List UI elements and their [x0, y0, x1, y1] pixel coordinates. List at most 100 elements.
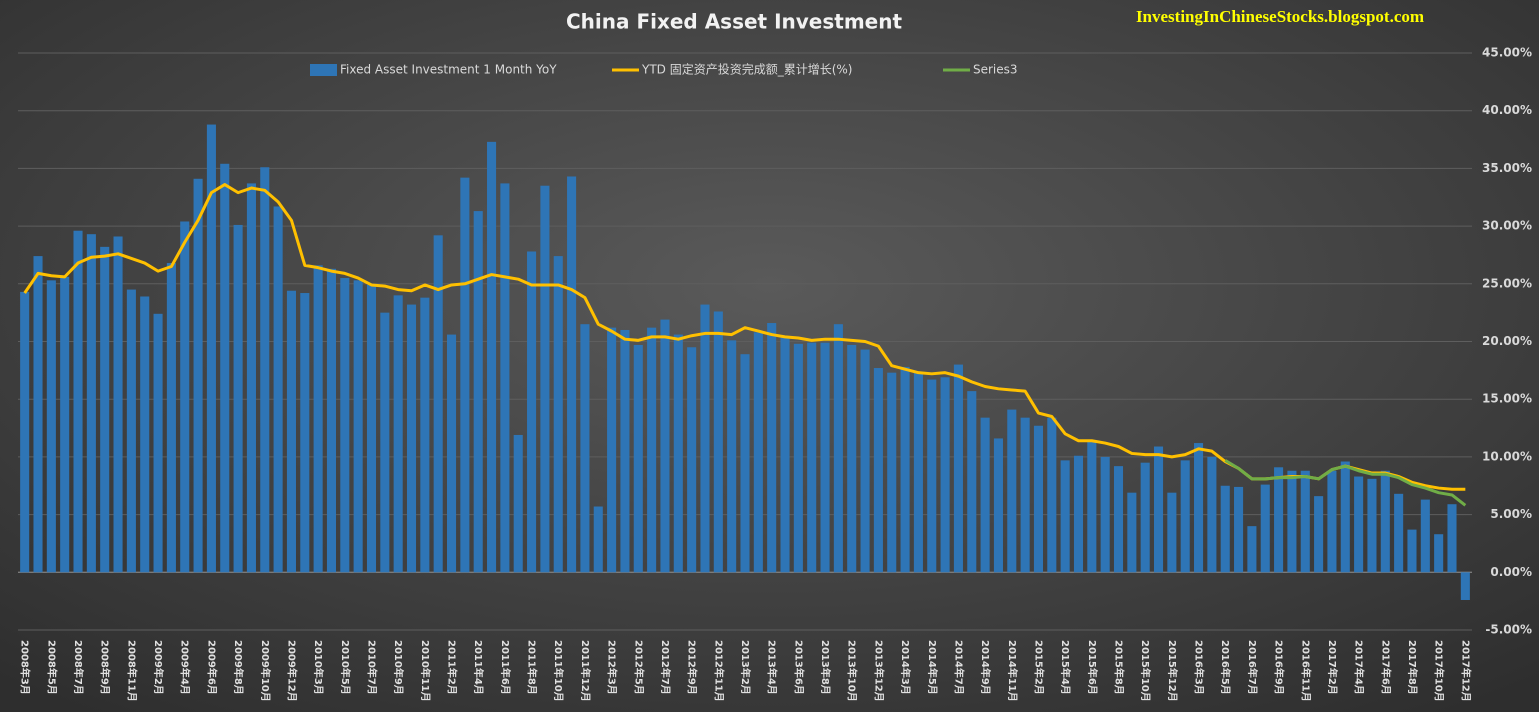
x-tick-label: 2012年11月 [712, 640, 725, 702]
bar [567, 176, 577, 573]
bar [993, 438, 1003, 573]
bar [1194, 443, 1204, 573]
y-tick-label: 20.00% [1482, 334, 1532, 348]
bar [1447, 504, 1457, 573]
bar [1300, 470, 1310, 573]
bar [500, 183, 510, 573]
bar [1087, 441, 1097, 573]
bar [1327, 470, 1337, 573]
x-tick-label: 2016年11月 [1299, 640, 1312, 702]
bar [527, 251, 537, 573]
bar [1167, 492, 1177, 573]
bar [1260, 484, 1270, 573]
x-tick-label: 2010年5月 [339, 640, 352, 695]
bar [807, 342, 817, 573]
bar [647, 327, 657, 573]
bar [100, 246, 110, 573]
bar [873, 368, 883, 573]
bar [73, 230, 83, 573]
bar [620, 329, 630, 573]
bar [913, 372, 923, 573]
bar [740, 354, 750, 573]
x-tick-label: 2009年8月 [232, 640, 245, 695]
x-tick-label: 2011年8月 [526, 640, 539, 695]
bar [420, 297, 430, 573]
bar [433, 235, 443, 573]
bar [687, 347, 697, 573]
bar [607, 327, 617, 573]
bar [446, 334, 457, 573]
bar [1060, 460, 1070, 573]
bar [153, 313, 163, 573]
x-tick-label: 2017年8月 [1406, 640, 1419, 695]
bar [353, 280, 363, 573]
x-tick-label: 2014年5月 [926, 640, 939, 695]
x-tick-label: 2017年6月 [1379, 640, 1392, 695]
x-tick-label: 2017年4月 [1353, 640, 1366, 695]
x-tick-label: 2017年2月 [1326, 640, 1339, 695]
bar [1140, 462, 1150, 573]
bar [1420, 499, 1430, 573]
bar [673, 334, 683, 573]
x-tick-label: 2010年11月 [419, 640, 432, 702]
bar [1367, 478, 1377, 573]
x-tick-label: 2017年10月 [1433, 640, 1446, 702]
line [1224, 459, 1467, 507]
bar [1274, 467, 1284, 573]
bar [1460, 572, 1470, 600]
bar [380, 312, 390, 573]
bar [953, 364, 963, 573]
y-tick-label: 25.00% [1482, 276, 1532, 290]
bar [1127, 492, 1137, 573]
bar [753, 332, 763, 573]
bar [580, 324, 590, 573]
bar [1100, 456, 1110, 573]
bar [767, 323, 777, 573]
x-tick-label: 2008年5月 [45, 640, 58, 695]
legend-label: YTD 固定资产投资完成额_累计增长(%) [641, 62, 852, 77]
bar [820, 342, 830, 573]
bar [1007, 409, 1017, 573]
x-tick-label: 2010年3月 [312, 640, 325, 695]
x-tick-label: 2014年7月 [952, 640, 965, 695]
y-tick-label: 40.00% [1482, 103, 1532, 117]
bar [1314, 496, 1324, 573]
bar [513, 434, 523, 573]
bar [1340, 461, 1350, 573]
x-tick-label: 2009年2月 [152, 640, 165, 695]
bar [1033, 425, 1044, 573]
x-tick-label: 2013年8月 [819, 640, 832, 695]
x-tick-label: 2012年9月 [686, 640, 699, 695]
x-tick-label: 2013年6月 [792, 640, 805, 695]
x-tick-label: 2011年6月 [499, 640, 512, 695]
x-tick-label: 2009年10月 [259, 640, 272, 702]
bar [1287, 470, 1297, 573]
legend-swatch [310, 64, 337, 76]
y-tick-label: 30.00% [1482, 219, 1532, 233]
bar [713, 311, 723, 573]
bar [940, 377, 950, 573]
x-tick-label: 2014年9月 [979, 640, 992, 695]
bar [113, 236, 123, 573]
bar [633, 344, 643, 573]
bar [220, 163, 230, 573]
x-tick-label: 2013年2月 [739, 640, 752, 695]
x-tick-label: 2012年5月 [632, 640, 645, 695]
bar [887, 372, 897, 573]
x-tick-label: 2015年10月 [1139, 640, 1152, 702]
bar [1220, 485, 1230, 573]
bar [860, 349, 870, 573]
bar [326, 268, 337, 573]
bar [86, 234, 96, 573]
bar [980, 417, 990, 573]
y-tick-label: 5.00% [1490, 507, 1532, 521]
bar [700, 304, 710, 573]
legend-label: Fixed Asset Investment 1 Month YoY [340, 63, 557, 77]
x-tick-label: 2010年7月 [365, 640, 378, 695]
bar [140, 296, 150, 573]
y-tick-label: -5.00% [1485, 623, 1532, 637]
bar [1234, 486, 1244, 573]
bar [180, 221, 190, 573]
x-tick-label: 2013年12月 [872, 640, 885, 702]
